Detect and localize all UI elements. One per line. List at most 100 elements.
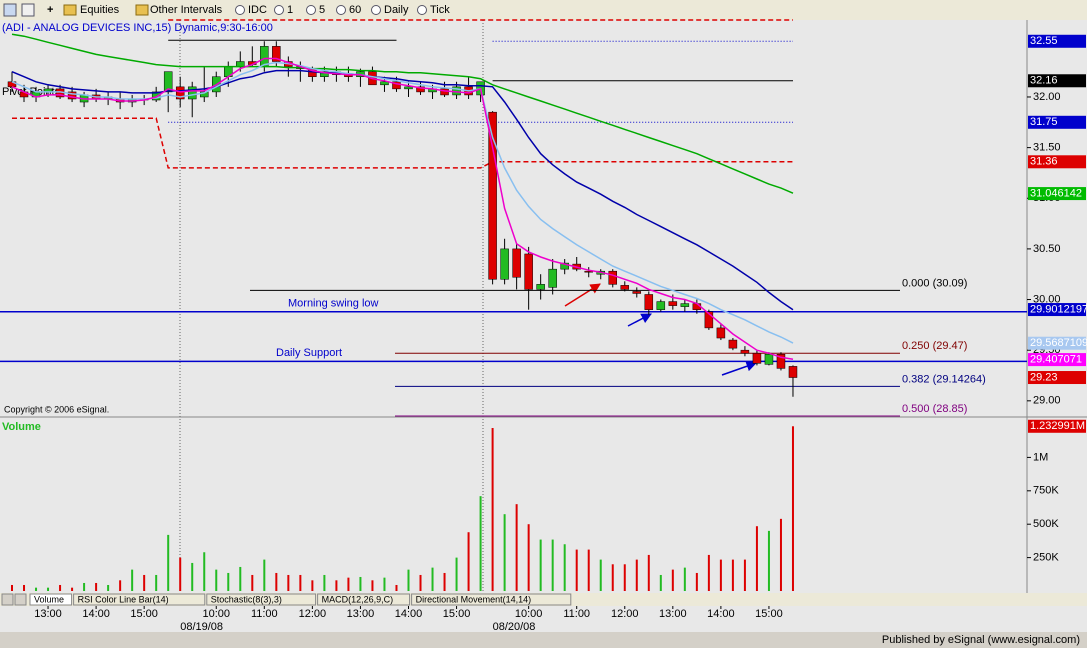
candle-body [500, 248, 509, 280]
toolbar-item[interactable]: Tick [430, 4, 450, 16]
toolbar-icon[interactable] [21, 3, 35, 17]
folder-icon[interactable] [63, 4, 77, 16]
toolbar-icon[interactable] [3, 3, 17, 17]
time-axis [0, 606, 1087, 632]
volume-bar [275, 572, 278, 591]
radio-button[interactable] [306, 5, 316, 15]
x-tick-label: 12:00 [299, 608, 327, 620]
volume-bar [23, 584, 26, 591]
radio-button[interactable] [417, 5, 427, 15]
study-tab[interactable] [73, 593, 206, 606]
study-tab-label[interactable]: MACD(12,26,9,C) [322, 594, 394, 604]
moving-average [11, 57, 794, 361]
study-tab[interactable] [411, 593, 572, 606]
candle-body [644, 294, 654, 310]
price-marker [1028, 371, 1086, 385]
moving-average [11, 69, 794, 311]
support-label: Daily Support [276, 347, 342, 359]
volume-bar [695, 572, 698, 591]
moving-average [11, 33, 794, 194]
volume-bar [35, 587, 38, 591]
price-marker-label: 31.75 [1030, 116, 1058, 128]
x-tick-label: 15:00 [443, 608, 471, 620]
volume-bar [323, 574, 326, 591]
volume-bar [443, 572, 446, 591]
volume-bar [683, 567, 686, 591]
candle-body [151, 91, 161, 101]
toolbar-item[interactable]: 60 [349, 4, 361, 16]
candle-body [680, 303, 690, 307]
fib-label: 0.250 (29.47) [902, 340, 967, 352]
volume-title: Volume [2, 421, 41, 433]
volume-tick-label: 250K [1033, 552, 1059, 564]
candle-body [584, 270, 593, 273]
scroll-right[interactable] [14, 593, 27, 606]
volume-bar [263, 559, 266, 591]
volume-bar [47, 587, 50, 591]
volume-marker [1028, 419, 1086, 433]
x-tick-label: 13:00 [34, 608, 62, 620]
volume-bar [107, 584, 110, 591]
volume-bar [647, 554, 650, 591]
toolbar-item[interactable]: 1 [287, 4, 293, 16]
price-marker-label: 29.23 [1030, 371, 1058, 383]
study-tab[interactable] [317, 593, 411, 606]
radio-button[interactable] [336, 5, 346, 15]
x-tick-label: 10:00 [515, 608, 543, 620]
volume-bar [623, 564, 626, 591]
volume-bar [95, 582, 98, 591]
toolbar-item[interactable]: Equities [80, 4, 120, 16]
study-tab[interactable] [206, 593, 317, 606]
candle-body [776, 353, 786, 369]
toolbar-item[interactable]: 5 [319, 4, 325, 16]
x-tick-label: 14:00 [707, 608, 735, 620]
volume-bar [707, 554, 710, 591]
volume-bar [143, 574, 146, 591]
radio-button[interactable] [235, 5, 245, 15]
volume-bar [671, 569, 674, 591]
candle-body [512, 248, 521, 278]
scroll-left[interactable] [1, 593, 14, 606]
volume-bar [311, 580, 314, 591]
volume-bar [635, 559, 638, 591]
toolbar-item[interactable]: Daily [384, 4, 409, 16]
volume-bar [119, 580, 122, 591]
fib-label: 0.382 (29.14264) [902, 373, 986, 385]
toolbar-item[interactable]: Other Intervals [150, 4, 223, 16]
candle-body [380, 81, 389, 86]
price-marker-label: 32.55 [1030, 35, 1058, 47]
radio-button[interactable] [274, 5, 284, 15]
volume-bar [755, 526, 758, 591]
y-tick-label: 32.00 [1033, 91, 1061, 103]
candle-body [656, 301, 666, 310]
volume-bar [575, 549, 578, 591]
folder-icon[interactable] [135, 4, 149, 16]
volume-bar [491, 428, 494, 591]
radio-button[interactable] [371, 5, 381, 15]
volume-bar [719, 559, 722, 591]
date-label: 08/20/08 [493, 621, 536, 633]
price-marker [1028, 303, 1086, 317]
volume-bar [11, 584, 13, 591]
annotation-arrow [721, 361, 757, 376]
price-marker-label: 31.046142 [1030, 187, 1082, 199]
study-tab[interactable] [29, 593, 73, 606]
study-tab-label[interactable]: Directional Movement(14,14) [416, 594, 532, 604]
volume-bar [407, 569, 410, 591]
price-marker [1028, 74, 1086, 88]
volume-bar [743, 559, 746, 591]
study-tab-label[interactable]: Stochastic(8(3),3) [211, 594, 282, 604]
volume-bar [239, 566, 242, 591]
study-tab-label[interactable]: RSI Color Line Bar(14) [78, 594, 169, 604]
study-tab-label[interactable]: Volume [34, 594, 64, 604]
price-marker [1028, 155, 1086, 169]
volume-bar [791, 426, 794, 591]
volume-bar [455, 557, 458, 591]
add-icon[interactable]: + [47, 4, 53, 16]
x-tick-label: 14:00 [395, 608, 423, 620]
candle-body [392, 81, 401, 90]
volume-bar [767, 530, 770, 591]
toolbar-item[interactable]: IDC [248, 4, 267, 16]
volume-bar [299, 574, 302, 591]
